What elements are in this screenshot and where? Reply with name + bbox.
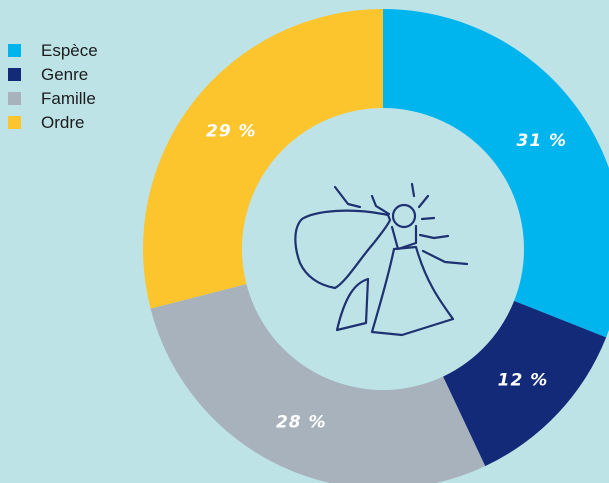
legend-label: Genre — [41, 64, 89, 84]
legend-item-espece: Espèce — [8, 38, 98, 62]
legend-swatch — [8, 43, 21, 57]
chart-legend: Espèce Genre Famille Ordre — [8, 38, 98, 134]
donut-center — [242, 108, 524, 390]
slice-label: 28 % — [276, 413, 327, 433]
slice-label: 31 % — [516, 131, 567, 151]
legend-swatch — [8, 115, 21, 129]
legend-item-famille: Famille — [8, 86, 98, 110]
legend-item-genre: Genre — [8, 62, 98, 86]
moth-icon — [294, 182, 469, 337]
legend-swatch — [8, 67, 21, 81]
legend-label: Famille — [41, 88, 96, 108]
slice-labels: 31 % 12 % 28 % 29 % — [206, 121, 567, 433]
slice-label: 29 % — [206, 121, 257, 141]
slice-label: 12 % — [498, 370, 549, 390]
legend-swatch — [8, 91, 21, 105]
legend-item-ordre: Ordre — [8, 110, 98, 134]
legend-label: Ordre — [41, 112, 85, 132]
legend-label: Espèce — [41, 40, 98, 60]
